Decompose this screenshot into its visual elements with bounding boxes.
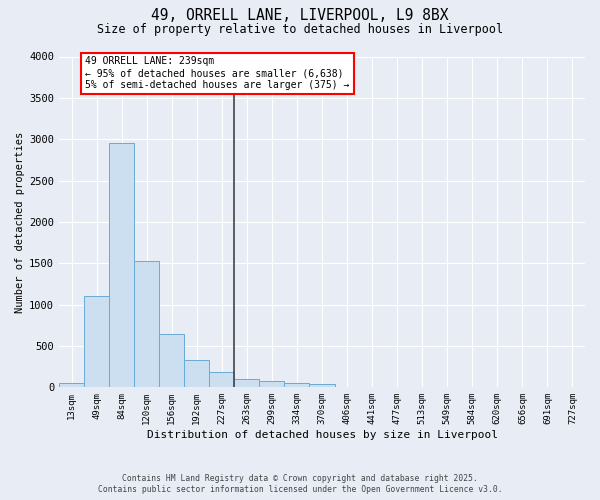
Bar: [59, 383, 84, 388]
Bar: [184, 360, 209, 388]
Bar: [84, 296, 109, 388]
Bar: [310, 384, 335, 388]
Y-axis label: Number of detached properties: Number of detached properties: [15, 132, 25, 312]
Bar: [134, 261, 159, 388]
X-axis label: Distribution of detached houses by size in Liverpool: Distribution of detached houses by size …: [146, 430, 497, 440]
Bar: [159, 334, 184, 388]
Bar: [209, 372, 235, 388]
Bar: [259, 381, 284, 388]
Bar: [335, 386, 359, 388]
Bar: [109, 142, 134, 388]
Text: 49, ORRELL LANE, LIVERPOOL, L9 8BX: 49, ORRELL LANE, LIVERPOOL, L9 8BX: [151, 8, 449, 22]
Bar: [235, 379, 259, 388]
Bar: [284, 383, 310, 388]
Text: Size of property relative to detached houses in Liverpool: Size of property relative to detached ho…: [97, 22, 503, 36]
Text: 49 ORRELL LANE: 239sqm
← 95% of detached houses are smaller (6,638)
5% of semi-d: 49 ORRELL LANE: 239sqm ← 95% of detached…: [85, 56, 350, 90]
Text: Contains HM Land Registry data © Crown copyright and database right 2025.
Contai: Contains HM Land Registry data © Crown c…: [98, 474, 502, 494]
